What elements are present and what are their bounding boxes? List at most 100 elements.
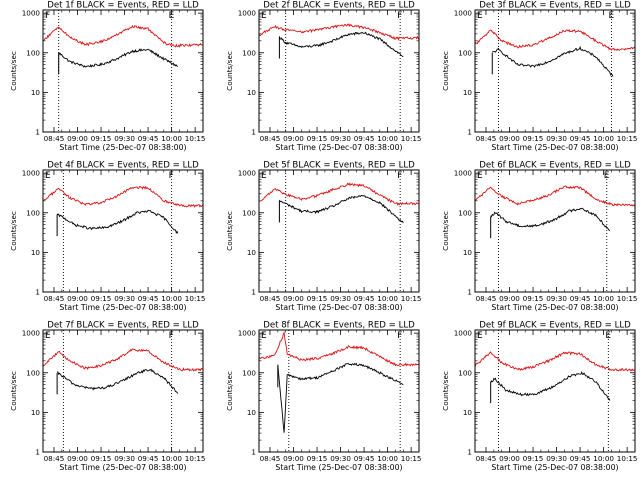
flag-letter-right: E: [608, 11, 614, 21]
x-tick-label: 10:00: [593, 134, 614, 143]
x-tick-label: 09:45: [354, 134, 375, 143]
events-series-line: [279, 194, 404, 224]
x-tick-label: 09:00: [67, 294, 88, 303]
x-axis-label: Start Time (25-Dec-07 08:38:00): [491, 143, 618, 152]
plot-frame: [474, 169, 636, 293]
x-tick-label: 09:15: [523, 294, 544, 303]
y-tick-label: 1: [251, 448, 256, 457]
x-tick-label: 09:15: [523, 454, 544, 463]
x-tick-label: 09:45: [138, 294, 159, 303]
x-tick-label: 10:15: [617, 134, 638, 143]
x-tick-label: 09:15: [91, 134, 112, 143]
x-tick-label: 09:30: [546, 454, 567, 463]
x-tick-label: 10:15: [401, 454, 422, 463]
lld-series-line: [42, 24, 204, 48]
y-tick-label: 1: [467, 288, 472, 297]
flag-letter-right: F: [397, 171, 402, 181]
x-tick-label: 10:00: [593, 294, 614, 303]
x-tick-label: 08:45: [476, 294, 497, 303]
flag-letter-left: E: [261, 11, 267, 21]
y-axis-label: Counts/sec: [441, 211, 450, 251]
x-tick-label: 09:15: [307, 454, 328, 463]
x-tick-label: 10:00: [377, 454, 398, 463]
y-tick-label: 1000: [238, 169, 257, 178]
flag-letter-right: F: [397, 331, 402, 341]
x-tick-label: 09:15: [91, 294, 112, 303]
x-tick-label: 09:00: [283, 454, 304, 463]
x-tick-label: 09:15: [307, 134, 328, 143]
x-tick-label: 10:15: [401, 294, 422, 303]
events-series-line: [58, 48, 179, 68]
events-series-line: [492, 45, 614, 77]
plot-frame: [474, 9, 636, 133]
y-tick-label: 1000: [22, 329, 41, 338]
lld-series-line: [474, 351, 636, 372]
x-tick-label: 09:00: [283, 294, 304, 303]
events-series-line: [277, 362, 404, 433]
y-tick-label: 1000: [22, 9, 41, 18]
y-tick-label: 1: [251, 288, 256, 297]
detector-panel-2: Det 2f BLACK = Events, RED = LLD Counts/s…: [225, 1, 422, 153]
y-tick-label: 100: [26, 368, 40, 377]
y-tick-label: 10: [463, 248, 473, 257]
flag-letter-left: E: [477, 331, 483, 341]
y-tick-label: 100: [242, 48, 256, 57]
panel-title: Det 1f BLACK = Events, RED = LLD: [47, 1, 199, 11]
x-tick-label: 08:45: [260, 134, 281, 143]
panel-title: Det 4f BLACK = Events, RED = LLD: [47, 161, 199, 171]
y-tick-label: 100: [458, 48, 472, 57]
detector-panel-4: Det 4f BLACK = Events, RED = LLD Counts/s…: [9, 161, 206, 313]
y-tick-label: 10: [247, 88, 257, 97]
plot-frame: [474, 329, 636, 453]
x-axis-label: Start Time (25-Dec-07 08:38:00): [59, 143, 186, 152]
flag-letter-right: E: [605, 331, 611, 341]
flag-letter-right: F: [169, 171, 174, 181]
x-tick-label: 10:00: [593, 454, 614, 463]
x-tick-label: 09:30: [330, 294, 351, 303]
flag-letter-right: F: [397, 11, 402, 21]
y-tick-label: 100: [26, 208, 40, 217]
x-tick-label: 09:15: [523, 134, 544, 143]
flag-letter-left: E: [477, 171, 483, 181]
panel-title: Det 8f BLACK = Events, RED = LLD: [263, 321, 415, 331]
y-tick-label: 10: [31, 408, 41, 417]
detector-panel-7: Det 7f BLACK = Events, RED = LLD Counts/s…: [9, 321, 206, 473]
y-tick-label: 1000: [454, 9, 473, 18]
panel-title: Det 3f BLACK = Events, RED = LLD: [479, 1, 631, 11]
x-tick-label: 08:45: [260, 294, 281, 303]
lld-series-line: [258, 331, 420, 367]
lld-series-line: [474, 185, 636, 207]
lld-series-line: [42, 185, 204, 208]
y-tick-label: 1000: [238, 329, 257, 338]
x-tick-label: 09:00: [67, 454, 88, 463]
y-tick-label: 100: [26, 48, 40, 57]
y-axis-label: Counts/sec: [225, 371, 234, 411]
x-tick-label: 08:45: [476, 454, 497, 463]
y-tick-label: 10: [247, 408, 257, 417]
x-tick-label: 09:30: [546, 134, 567, 143]
detector-panel-3: Det 3f BLACK = Events, RED = LLD Counts/s…: [441, 1, 638, 153]
plot-frame: [258, 9, 420, 133]
y-tick-label: 1000: [454, 169, 473, 178]
y-tick-label: 1: [467, 128, 472, 137]
x-tick-label: 10:15: [617, 454, 638, 463]
x-tick-label: 09:45: [570, 454, 591, 463]
x-tick-label: 09:00: [499, 134, 520, 143]
panel-title: Det 5f BLACK = Events, RED = LLD: [263, 161, 415, 171]
y-tick-label: 1000: [238, 9, 257, 18]
flag-letter-left: E: [261, 331, 267, 341]
y-tick-label: 1000: [454, 329, 473, 338]
x-axis-label: Start Time (25-Dec-07 08:38:00): [59, 303, 186, 312]
x-tick-label: 09:00: [283, 134, 304, 143]
flag-letter-left: E: [45, 331, 51, 341]
y-axis-label: Counts/sec: [441, 51, 450, 91]
x-tick-label: 10:15: [185, 294, 206, 303]
y-axis-label: Counts/sec: [9, 211, 18, 251]
flag-letter-right: E: [604, 171, 610, 181]
x-tick-label: 09:45: [570, 134, 591, 143]
events-series-line: [56, 209, 179, 234]
lld-series-line: [258, 23, 420, 41]
panel-title: Det 6f BLACK = Events, RED = LLD: [479, 161, 631, 171]
events-series-line: [278, 31, 404, 58]
